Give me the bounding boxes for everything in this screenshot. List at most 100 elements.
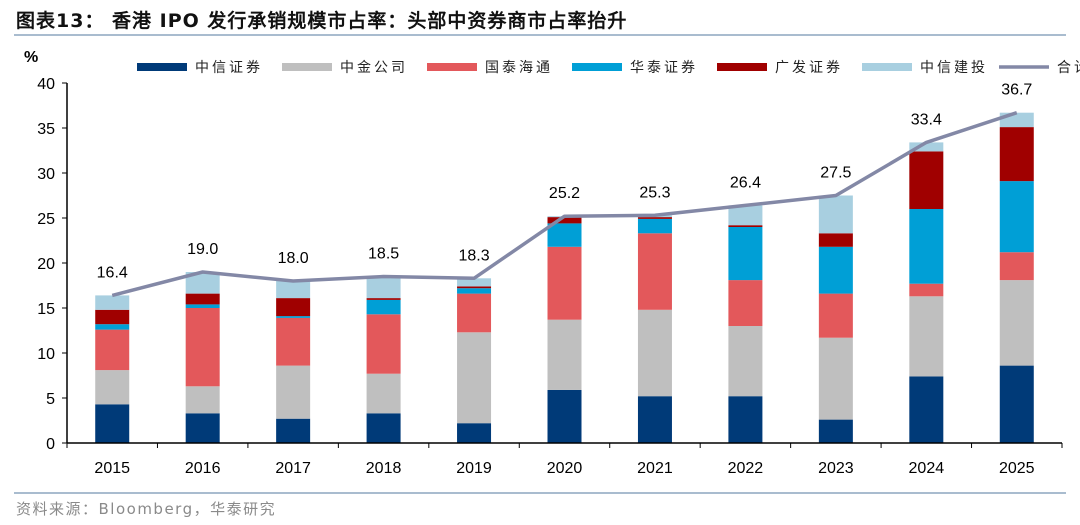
- bar-segment-2019-国泰海通: [457, 293, 492, 333]
- total-data-label: 27.5: [820, 165, 851, 182]
- x-tick-label: 2016: [185, 460, 221, 477]
- legend-label: 合计: [1057, 59, 1080, 75]
- bar-segment-2024-中信建投: [909, 142, 944, 152]
- y-tick-label: 40: [37, 76, 55, 93]
- bar-segment-2019-中信建投: [457, 278, 492, 287]
- bar-segment-2023-国泰海通: [818, 293, 853, 338]
- bar-segment-2024-华泰证券: [909, 209, 944, 284]
- bar-segment-2018-广发证券: [366, 298, 401, 300]
- legend-label: 广发证券: [775, 59, 843, 75]
- bar-segment-2024-中金公司: [909, 296, 944, 377]
- legend-swatch-国泰海通: [427, 63, 477, 71]
- bar-segment-2015-中信证券: [95, 404, 130, 443]
- bar-segment-2020-中信证券: [547, 389, 582, 443]
- y-tick-label: 15: [37, 301, 55, 318]
- total-line: [111, 111, 1018, 298]
- bar-segment-2016-中信建投: [185, 272, 220, 294]
- x-tick-label: 2019: [456, 460, 492, 477]
- bar-segment-2024-中信证券: [909, 376, 944, 443]
- bar-segment-2022-中信证券: [728, 396, 763, 443]
- total-data-label: 18.0: [278, 250, 309, 267]
- bar-segment-2019-华泰证券: [457, 288, 492, 294]
- x-tick-label: 2023: [818, 460, 854, 477]
- bar-segment-2023-中金公司: [818, 337, 853, 420]
- x-tick-label: 2022: [728, 460, 764, 477]
- bar-segment-2024-国泰海通: [909, 283, 944, 297]
- chart-title: 图表13： 香港 IPO 发行承销规模市占率：头部中资券商市占率抬升: [16, 10, 628, 32]
- bar-segment-2016-中金公司: [185, 386, 220, 414]
- bar-segment-2022-华泰证券: [728, 227, 763, 281]
- bar-segment-2020-中金公司: [547, 319, 582, 390]
- total-data-label: 26.4: [730, 174, 761, 191]
- bar-segment-2015-中信建投: [95, 295, 130, 310]
- bar-segment-2015-广发证券: [95, 309, 130, 325]
- bar-segment-2015-华泰证券: [95, 324, 130, 330]
- legend-label: 华泰证券: [630, 59, 698, 75]
- bar-segment-2016-国泰海通: [185, 308, 220, 387]
- total-data-label: 19.0: [187, 241, 218, 258]
- bar-segment-2021-广发证券: [637, 217, 672, 219]
- legend-swatch-广发证券: [717, 63, 767, 71]
- bar-segment-2022-中信建投: [728, 205, 763, 226]
- total-data-label: 18.5: [368, 246, 399, 263]
- legend-swatch-中金公司: [282, 63, 332, 71]
- x-tick-label: 2017: [275, 460, 311, 477]
- legend-label: 中信证券: [195, 59, 263, 75]
- bar-segment-2020-国泰海通: [547, 246, 582, 320]
- bar-segment-2022-中金公司: [728, 326, 763, 397]
- y-tick-label: 5: [46, 391, 55, 408]
- bar-segment-2022-国泰海通: [728, 280, 763, 326]
- legend-label: 中金公司: [340, 59, 408, 75]
- bar-segment-2015-中金公司: [95, 370, 130, 405]
- bar-segment-2016-中信证券: [185, 413, 220, 443]
- total-data-label: 25.2: [549, 185, 580, 202]
- bar-segment-2025-中金公司: [999, 280, 1034, 366]
- y-tick-label: 10: [37, 346, 55, 363]
- y-axis-unit: %: [24, 49, 38, 66]
- y-tick-label: 20: [37, 256, 55, 273]
- bar-segment-2023-中信证券: [818, 419, 853, 443]
- bar-segment-2018-华泰证券: [366, 299, 401, 315]
- bar-segment-2017-华泰证券: [276, 316, 311, 318]
- footer-divider: [14, 492, 1066, 494]
- bar-segment-2019-广发证券: [457, 286, 492, 289]
- bar-segment-2021-中金公司: [637, 309, 672, 397]
- bar-segment-2016-华泰证券: [185, 304, 220, 308]
- bar-segment-2025-国泰海通: [999, 252, 1034, 281]
- bar-segment-2022-广发证券: [728, 225, 763, 227]
- y-tick-label: 30: [37, 166, 55, 183]
- legend-swatch-华泰证券: [572, 63, 622, 71]
- bar-segment-2017-国泰海通: [276, 317, 311, 366]
- bar-segment-2021-国泰海通: [637, 233, 672, 310]
- bar-segment-2021-华泰证券: [637, 218, 672, 234]
- bar-segment-2021-中信证券: [637, 396, 672, 443]
- x-tick-label: 2025: [999, 460, 1035, 477]
- title-divider: [14, 34, 1066, 36]
- x-tick-label: 2021: [637, 460, 673, 477]
- y-tick-label: 0: [46, 436, 55, 453]
- bar-segment-2015-国泰海通: [95, 329, 130, 371]
- bar-segment-2023-广发证券: [818, 233, 853, 247]
- bar-segment-2017-中信建投: [276, 281, 311, 299]
- legend-label: 国泰海通: [485, 59, 553, 75]
- source-note: 资料来源：Bloomberg，华泰研究: [16, 500, 277, 518]
- bar-segment-2025-华泰证券: [999, 181, 1034, 253]
- bar-segment-2018-中信证券: [366, 413, 401, 443]
- bar-segment-2023-华泰证券: [818, 246, 853, 294]
- bar-segment-2017-广发证券: [276, 298, 311, 317]
- bar-segment-2025-中信证券: [999, 365, 1034, 443]
- x-tick-label: 2024: [909, 460, 945, 477]
- bar-segment-2018-中信建投: [366, 276, 401, 299]
- bar-segment-2018-中金公司: [366, 373, 401, 414]
- y-tick-label: 25: [37, 211, 55, 228]
- bar-segment-2018-国泰海通: [366, 314, 401, 374]
- bar-segment-2017-中信证券: [276, 418, 311, 443]
- bar-segment-2024-广发证券: [909, 151, 944, 209]
- bar-segment-2017-中金公司: [276, 365, 311, 419]
- total-data-label: 33.4: [911, 111, 942, 128]
- x-tick-label: 2015: [94, 460, 130, 477]
- x-tick-label: 2018: [366, 460, 402, 477]
- bar-segment-2019-中信证券: [457, 423, 492, 443]
- total-data-label: 16.4: [97, 264, 128, 281]
